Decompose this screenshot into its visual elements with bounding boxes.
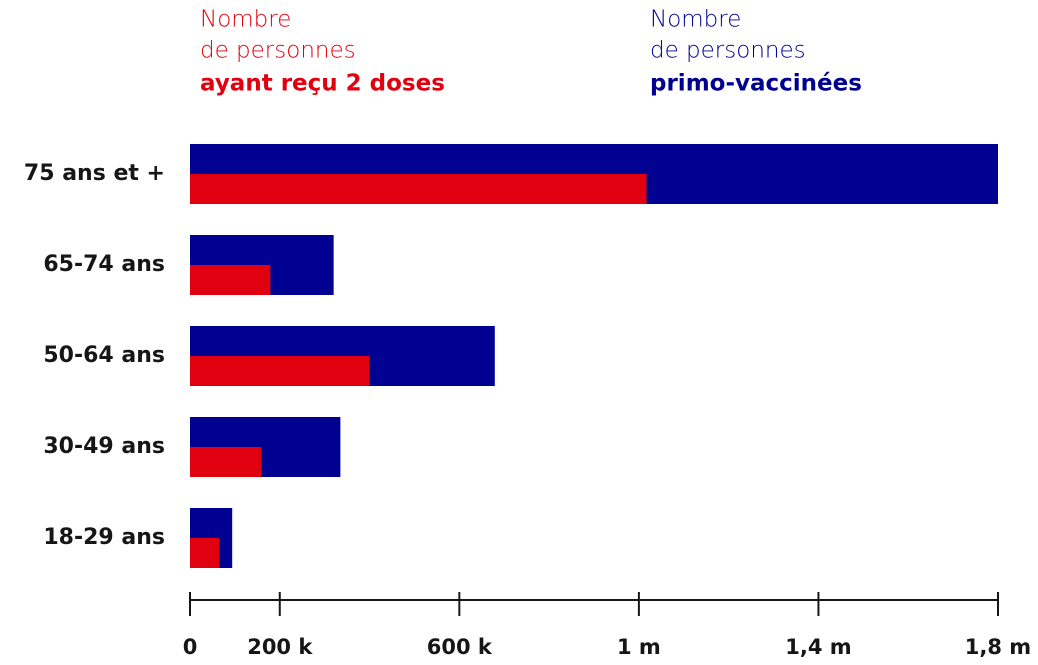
category-label: 75 ans et +	[24, 161, 165, 186]
x-tick-label: 1 m	[617, 635, 661, 659]
legend-label: ayant reçu 2 doses	[200, 71, 445, 97]
category-label: 65-74 ans	[43, 252, 165, 277]
legend-text: Nombre	[200, 7, 291, 33]
legend-label: primo-vaccinées	[650, 71, 862, 97]
bar	[190, 174, 647, 204]
category-label: 50-64 ans	[43, 343, 165, 368]
x-tick-label: 0	[183, 635, 198, 659]
bar	[190, 447, 262, 477]
x-tick-label: 1,8 m	[965, 635, 1031, 659]
legend-text: de personnes	[650, 38, 806, 64]
bar	[190, 356, 370, 386]
x-tick-label: 600 k	[427, 635, 493, 659]
x-tick-label: 1,4 m	[785, 635, 851, 659]
x-tick-label: 200 k	[247, 635, 313, 659]
legend-text: de personnes	[200, 38, 356, 64]
bar	[190, 265, 271, 295]
category-label: 30-49 ans	[43, 434, 165, 459]
legend-text: Nombre	[650, 7, 741, 33]
bar	[190, 538, 220, 568]
category-label: 18-29 ans	[43, 525, 165, 550]
